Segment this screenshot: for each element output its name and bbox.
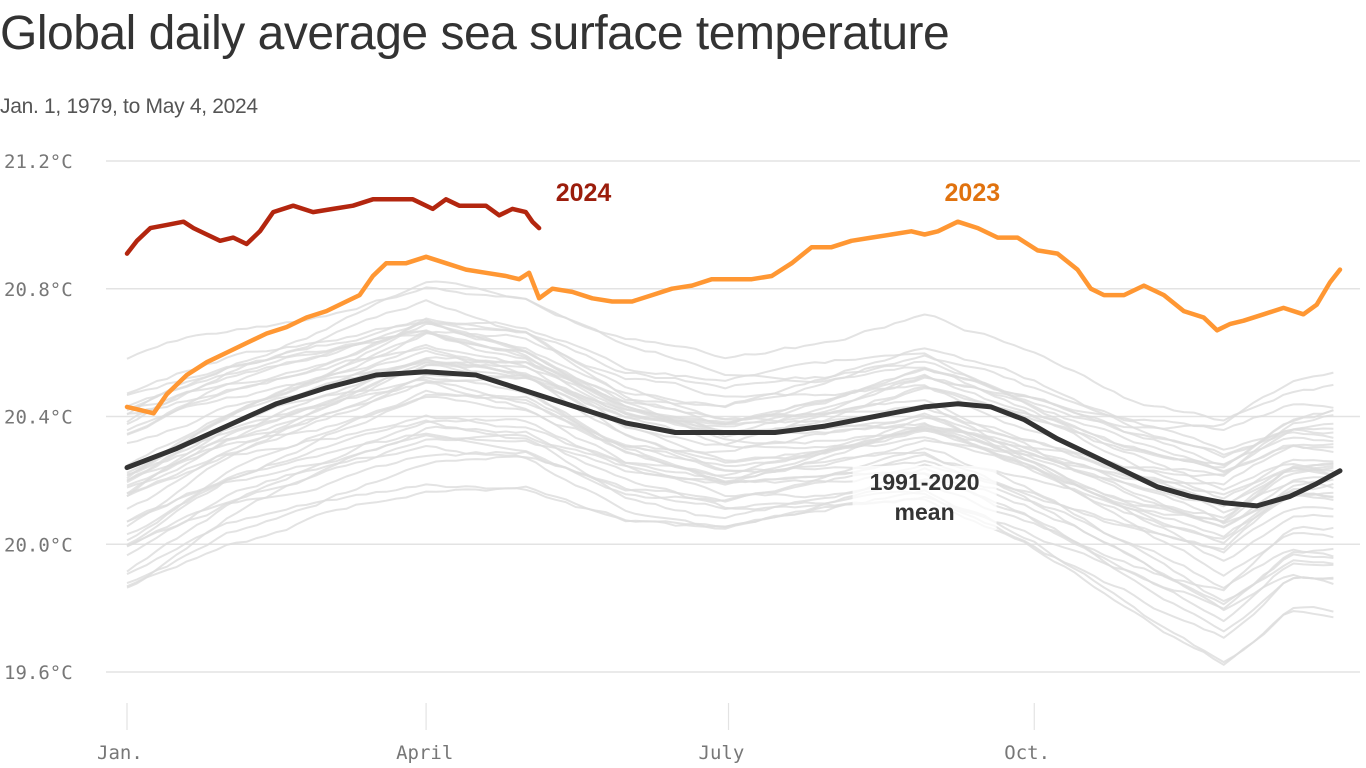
x-tick-label: July [699,742,745,764]
label-2023: 2023 [945,179,1001,207]
history-year-line [126,373,1334,540]
history-year-line [126,432,1334,603]
label-2024: 2024 [556,179,612,207]
history-year-line [126,360,1334,528]
highlighted-series [124,197,1343,509]
y-axis: 21.2°C 20.8°C 20.4°C 20.0°C 19.6°C [4,151,73,684]
y-tick-label: 20.0°C [4,534,73,556]
history-year-line [126,376,1334,544]
chart-subtitle: Jan. 1, 1979, to May 4, 2024 [0,95,258,118]
mean-label-backdrop [852,465,997,530]
mean-1991-2020-line [124,369,1343,509]
history-year-line [126,393,1334,551]
y-tick-label: 21.2°C [4,151,73,173]
y-tick-label: 20.4°C [4,407,73,429]
history-year-line [126,450,1334,633]
x-tick-label: Oct. [1004,742,1050,764]
gridlines [106,160,1360,673]
history-year-line [126,414,1334,577]
year-2024-line [124,197,542,256]
history-year-line [126,321,1334,459]
history-year-line [126,332,1334,486]
history-year-line [126,434,1334,606]
y-tick-label: 19.6°C [4,662,73,684]
year-2023-line [124,219,1343,416]
history-year-line [126,418,1334,592]
y-tick-label: 20.8°C [4,279,73,301]
label-mean-line2: mean [895,499,955,525]
label-mean-line1: 1991-2020 [870,469,980,495]
historical-years-lines [126,280,1334,666]
x-axis: Jan. April July Oct. [97,703,1050,764]
history-year-line [126,419,1334,589]
history-year-line [126,286,1334,422]
history-year-line [126,330,1334,478]
x-tick-label: April [396,742,453,764]
chart-title: Global daily average sea surface tempera… [0,7,950,60]
history-year-line [126,485,1334,666]
series-labels: 2024 2023 1991-2020 mean [556,179,1000,530]
history-year-line [126,379,1334,525]
history-year-line [126,425,1334,610]
history-year-line [126,346,1334,491]
history-year-line [126,320,1334,466]
x-tick-label: Jan. [97,742,143,764]
